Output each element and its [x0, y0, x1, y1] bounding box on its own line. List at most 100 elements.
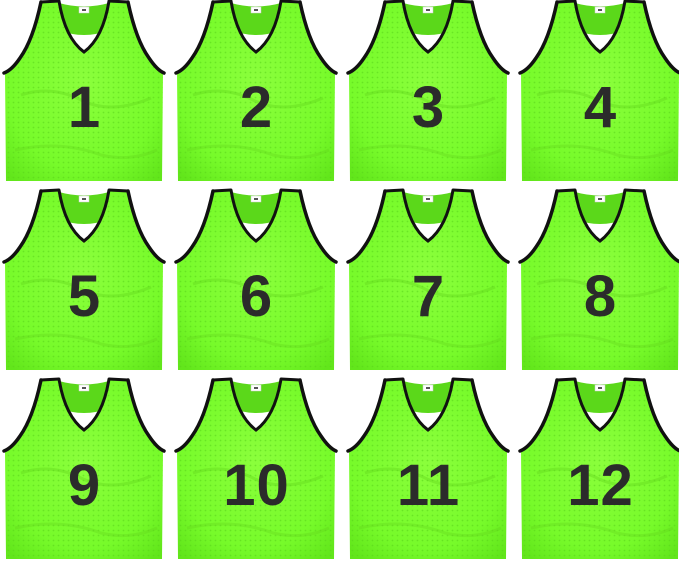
training-bib-1: 1 [1, 0, 168, 181]
vest-fold-shade [530, 522, 674, 538]
vest-mesh-texture [349, 1, 507, 181]
mesh-vest-icon [2, 377, 166, 559]
neckline-trim [57, 0, 111, 54]
vest-back-panel [231, 3, 281, 35]
bib-number: 4 [583, 75, 618, 140]
training-bib-10: 10 [173, 377, 340, 559]
right-armhole-trim [298, 378, 338, 453]
vest-back-panel [403, 3, 453, 35]
right-armhole-trim [470, 0, 510, 75]
vest-mesh-texture [349, 190, 507, 370]
vest-fold-shade [364, 278, 496, 298]
vest-back-panel [403, 192, 453, 224]
right-shoulder-trim [108, 0, 129, 4]
right-shoulder-trim [280, 377, 301, 382]
bib-number: 7 [411, 264, 446, 329]
right-armhole-trim [642, 189, 679, 264]
training-bib-9: 9 [1, 377, 168, 559]
vest-mesh-texture [521, 379, 679, 559]
left-shoulder-trim [40, 0, 60, 4]
bib-number: 12 [567, 453, 634, 518]
right-shoulder-trim [624, 377, 645, 382]
vest-fold-shade [530, 144, 674, 160]
bib-number: 8 [583, 264, 618, 329]
vest-mesh-texture [5, 190, 163, 370]
bib-number: 3 [411, 75, 446, 140]
left-armhole-trim [174, 0, 215, 75]
vest-back-panel [575, 381, 625, 413]
mesh-vest-icon [174, 377, 338, 559]
bib-number: 5 [67, 264, 102, 329]
size-tag-mark [254, 9, 258, 11]
vest-fold-shade [364, 467, 496, 487]
training-bib-7: 7 [345, 188, 512, 370]
left-shoulder-trim [384, 188, 404, 193]
left-shoulder-trim [212, 0, 232, 4]
training-bib-3: 3 [345, 0, 512, 181]
left-armhole-trim [2, 189, 43, 264]
left-shoulder-trim [40, 188, 60, 193]
mesh-vest-icon [518, 188, 679, 370]
vest-fold-shade [186, 333, 330, 349]
vest-fold-shade [536, 89, 668, 109]
right-armhole-trim [126, 189, 166, 264]
right-shoulder-trim [624, 188, 645, 193]
mesh-vest-icon [174, 188, 338, 370]
vest-fold-shade [14, 333, 158, 349]
training-bib-11: 11 [345, 377, 512, 559]
left-armhole-trim [346, 0, 387, 75]
training-bib-2: 2 [173, 0, 340, 181]
neckline-trim [573, 377, 627, 432]
vest-mesh-texture [521, 1, 679, 181]
mesh-vest-icon [346, 188, 510, 370]
size-tag-mark [598, 198, 602, 200]
left-shoulder-trim [556, 0, 576, 4]
right-shoulder-trim [624, 0, 645, 4]
vest-fold-shade [364, 89, 496, 109]
vest-back-panel [575, 3, 625, 35]
right-shoulder-trim [108, 377, 129, 382]
size-tag-mark [426, 387, 430, 389]
left-armhole-trim [2, 0, 43, 75]
neckline-trim [229, 188, 283, 243]
training-bib-12: 12 [517, 377, 679, 559]
mesh-vest-icon [2, 0, 166, 181]
vest-back-panel [231, 381, 281, 413]
right-shoulder-trim [452, 188, 473, 193]
training-bib-6: 6 [173, 188, 340, 370]
vest-fold-shade [14, 522, 158, 538]
bib-number: 11 [396, 453, 461, 518]
right-armhole-trim [126, 0, 166, 75]
vest-back-panel [575, 192, 625, 224]
mesh-vest-icon [174, 0, 338, 181]
vest-mesh-texture [177, 1, 335, 181]
right-shoulder-trim [280, 188, 301, 193]
vest-back-panel [403, 381, 453, 413]
bib-number: 2 [239, 75, 274, 140]
vest-mesh-texture [521, 190, 679, 370]
right-armhole-trim [470, 189, 510, 264]
right-shoulder-trim [452, 377, 473, 382]
neckline-trim [401, 0, 455, 54]
vest-fold-shade [186, 522, 330, 538]
mesh-vest-icon [346, 377, 510, 559]
vest-back-panel [59, 3, 109, 35]
size-tag-mark [598, 387, 602, 389]
right-armhole-trim [642, 0, 679, 75]
vest-back-panel [59, 381, 109, 413]
vest-mesh-texture [349, 379, 507, 559]
left-armhole-trim [346, 378, 387, 453]
right-armhole-trim [298, 189, 338, 264]
vest-fold-shade [14, 144, 158, 160]
training-bib-8: 8 [517, 188, 679, 370]
size-tag-mark [426, 198, 430, 200]
vest-back-panel [59, 192, 109, 224]
left-shoulder-trim [40, 377, 60, 382]
left-shoulder-trim [212, 377, 232, 382]
left-shoulder-trim [384, 377, 404, 382]
right-armhole-trim [470, 378, 510, 453]
left-armhole-trim [2, 378, 43, 453]
left-armhole-trim [174, 378, 215, 453]
neckline-trim [401, 377, 455, 432]
